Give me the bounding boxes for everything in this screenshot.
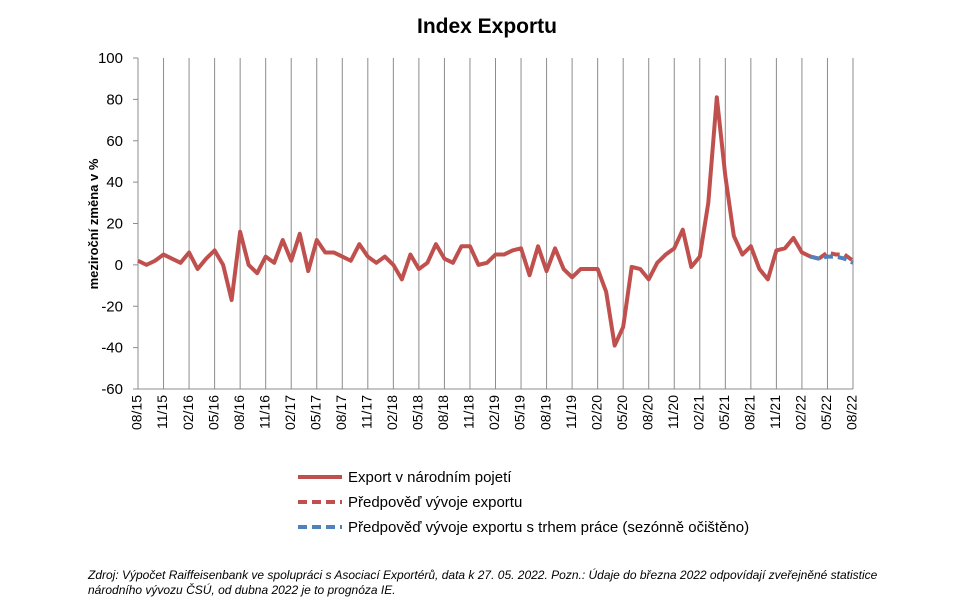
x-tick-label: 11/20 — [665, 395, 681, 429]
x-tick-label: 02/22 — [793, 395, 809, 430]
y-tick-label: -60 — [101, 381, 123, 398]
x-tick-label: 08/21 — [742, 395, 758, 430]
x-tick-label: 11/19 — [563, 395, 579, 429]
x-tick-label: 11/17 — [359, 395, 375, 429]
x-tick-label: 02/19 — [486, 395, 502, 430]
x-tick-label: 02/21 — [690, 395, 706, 430]
x-tick-label: 08/15 — [129, 395, 145, 430]
series-line-1 — [137, 95, 820, 348]
x-tick-labels: 08/15 11/15 02/16 05/16 08/16 11/16 02/17 05/17… — [129, 395, 860, 430]
x-tick-label: 02/16 — [180, 395, 196, 430]
x-tick-label: 02/20 — [588, 395, 604, 430]
data-series — [137, 95, 855, 348]
x-tick-label: 05/21 — [716, 395, 732, 430]
axes — [133, 57, 853, 390]
x-tick-label: 08/22 — [844, 395, 860, 430]
legend-label-2: Předpověď vývoje exportu — [348, 494, 522, 511]
legend: Export v národním pojetí Předpověď vývoje… — [298, 469, 749, 536]
x-tick-label: 08/17 — [333, 395, 349, 430]
x-tick-label: 11/16 — [256, 395, 272, 429]
x-tick-label: 11/15 — [154, 395, 170, 429]
x-tick-label: 05/17 — [307, 395, 323, 430]
x-tick-label: 08/18 — [435, 395, 451, 430]
x-tick-label: 05/19 — [512, 395, 528, 430]
y-tick-label: 60 — [106, 133, 123, 150]
y-tick-label: -20 — [101, 298, 123, 315]
y-tick-labels: -60 -40 -20 0 20 40 60 80 100 — [98, 50, 123, 398]
y-tick-label: 0 — [115, 257, 123, 274]
y-tick-label: 40 — [106, 174, 123, 191]
vertical-gridlines — [137, 58, 854, 389]
y-tick-label: 20 — [106, 216, 123, 233]
series-line-3 — [809, 254, 854, 265]
x-tick-label: 08/20 — [639, 395, 655, 430]
x-tick-label: 02/18 — [384, 395, 400, 430]
legend-label-1: Export v národním pojetí — [348, 469, 512, 486]
legend-label-3: Předpověď vývoje exportu s trhem práce (… — [348, 519, 749, 536]
x-tick-label: 05/22 — [818, 395, 834, 430]
x-tick-label: 11/18 — [461, 395, 477, 429]
series-line-2 — [817, 250, 855, 263]
y-tick-label: 80 — [106, 91, 123, 108]
y-axis-label: meziroční změna v % — [86, 158, 101, 289]
source-note: Zdroj: Výpočet Raiffeisenbank ve spolupr… — [88, 568, 878, 597]
x-tick-label: 11/21 — [767, 395, 783, 429]
x-tick-label: 02/17 — [282, 395, 298, 430]
x-tick-label: 05/18 — [410, 395, 426, 430]
x-tick-label: 05/20 — [614, 395, 630, 430]
chart-title: Index Exportu — [417, 15, 557, 38]
x-tick-label: 05/16 — [205, 395, 221, 430]
x-tick-label: 08/16 — [231, 395, 247, 430]
x-tick-label: 08/19 — [537, 395, 553, 430]
y-tick-label: -40 — [101, 340, 123, 357]
y-tick-label: 100 — [98, 50, 123, 67]
